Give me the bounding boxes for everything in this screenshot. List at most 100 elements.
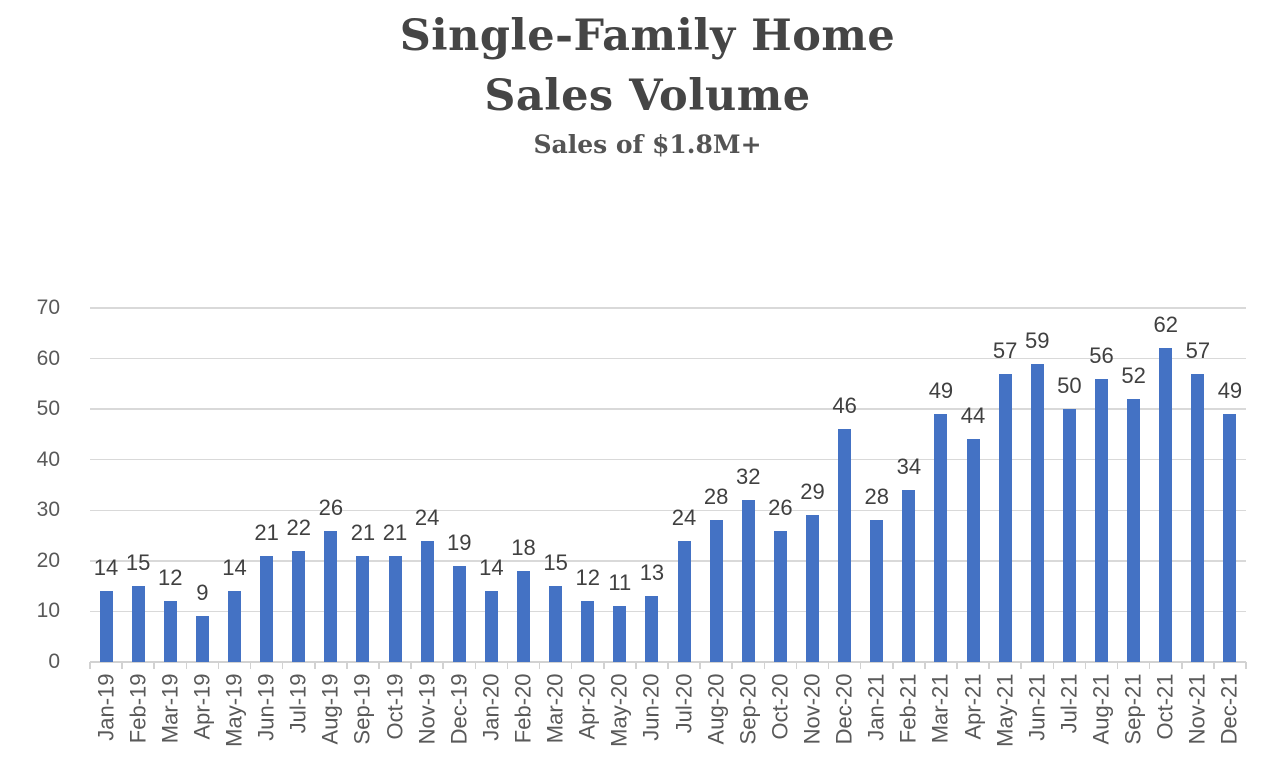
x-axis-tickmark — [924, 662, 926, 669]
gridline — [90, 610, 1246, 613]
bar-value-label: 49 — [1217, 378, 1243, 404]
x-axis-tickmark — [249, 662, 252, 669]
bar — [163, 601, 177, 662]
x-axis-category-label: Sep-21 — [1120, 673, 1146, 745]
y-axis-tick-label: 50 — [36, 397, 60, 421]
x-axis-tickmark — [121, 662, 123, 669]
x-axis-category-label: Jun-20 — [638, 673, 664, 741]
bar-value-label: 26 — [768, 494, 793, 520]
x-axis-tickmark — [442, 662, 444, 669]
gridline — [90, 357, 1246, 360]
x-axis-tickmark — [538, 662, 541, 669]
bar-value-label: 14 — [479, 555, 504, 581]
bar-value-label: 15 — [125, 550, 151, 576]
x-axis-category-label: Feb-20 — [510, 673, 536, 744]
chart-title-line2: Sales Volume — [484, 71, 811, 121]
x-axis-category-label: Jan-20 — [478, 673, 504, 741]
x-axis-tickmark — [988, 662, 990, 669]
x-axis-tickmark — [1020, 662, 1022, 669]
bar — [1030, 363, 1044, 662]
x-axis-tickmark — [1181, 662, 1183, 669]
bar-value-label: 57 — [992, 337, 1018, 363]
x-axis-category-label: Mar-19 — [157, 673, 183, 744]
bar — [388, 555, 402, 662]
bar — [1095, 378, 1108, 662]
bar — [870, 520, 884, 662]
bar — [356, 555, 370, 662]
bar — [1223, 414, 1237, 662]
y-axis-tick-label: 20 — [36, 548, 60, 572]
x-axis-tickmark — [346, 662, 348, 669]
bar-value-label: 28 — [864, 484, 889, 510]
bar-value-label: 28 — [703, 484, 729, 510]
y-axis-tick-label: 60 — [36, 346, 60, 370]
bar — [645, 596, 659, 662]
x-axis-tickmark — [570, 662, 573, 669]
x-axis-category-label: Nov-21 — [1184, 673, 1210, 745]
x-axis-category-label: Oct-21 — [1152, 673, 1178, 740]
gridline — [90, 509, 1246, 512]
bar — [838, 429, 852, 662]
bar-value-label: 26 — [318, 494, 344, 520]
bar-value-label: 22 — [286, 514, 311, 540]
x-axis-category-label: Sep-20 — [735, 673, 761, 745]
chart-title-block: Single-Family Home Sales Volume Sales of… — [30, 6, 1265, 162]
x-axis-category-label: Dec-20 — [831, 673, 857, 745]
x-axis-category-label: Jan-19 — [93, 673, 119, 741]
x-axis-tickmark — [185, 662, 188, 669]
bar — [934, 414, 948, 662]
x-axis-tickmark — [281, 662, 284, 669]
x-axis-tickmark — [667, 662, 669, 669]
bar-value-label: 34 — [896, 454, 922, 480]
bar — [998, 373, 1012, 662]
bar-value-label: 52 — [1121, 363, 1146, 389]
y-axis-tick-label: 70 — [36, 296, 60, 319]
bar — [741, 500, 755, 662]
x-axis-tickmark — [827, 662, 830, 669]
y-axis-tick-label: 0 — [48, 650, 60, 673]
x-axis-tickmark — [603, 662, 605, 669]
bar-value-label: 50 — [1057, 373, 1082, 399]
chart-title-line1: Single-Family Home — [399, 11, 896, 61]
bar-value-label: 57 — [1185, 337, 1211, 363]
x-axis-category-label: Feb-21 — [895, 673, 921, 744]
bar — [1191, 373, 1205, 662]
bar — [324, 530, 338, 662]
bar-value-label: 29 — [800, 479, 825, 505]
bar-value-label: 21 — [382, 519, 408, 545]
x-axis-tickmark — [795, 662, 798, 669]
x-axis-tickmark — [1213, 662, 1215, 669]
x-axis-tickmark — [1148, 662, 1151, 669]
x-axis-tickmark — [763, 662, 766, 669]
x-axis-tickmark — [892, 662, 894, 669]
x-axis-category-label: Apr-21 — [960, 673, 986, 740]
bar-value-label: 46 — [832, 393, 857, 419]
bar-value-label: 14 — [222, 555, 247, 581]
x-axis-tickmark — [1052, 662, 1055, 669]
x-axis-category-label: Mar-20 — [542, 673, 568, 744]
bar — [613, 606, 627, 662]
x-axis-category-label: Oct-20 — [767, 673, 793, 740]
bar-value-label: 19 — [447, 529, 472, 555]
bar — [292, 550, 306, 662]
x-axis-tickmark — [956, 662, 958, 669]
x-axis-category-label: Jul-20 — [671, 673, 697, 734]
bar — [549, 586, 563, 662]
bar — [806, 515, 819, 662]
bar — [452, 565, 466, 662]
x-axis-tickmark — [410, 662, 412, 669]
bar — [420, 540, 434, 662]
bar — [1127, 399, 1141, 662]
x-axis-category-label: Jul-19 — [285, 673, 311, 734]
x-axis-tickmark — [474, 662, 477, 669]
bar — [260, 555, 274, 662]
x-axis-tickmark — [731, 662, 733, 669]
x-axis-category-label: Jun-21 — [1024, 673, 1050, 741]
bar-value-label: 21 — [254, 519, 279, 545]
bar-value-label: 13 — [639, 560, 665, 586]
x-axis-tickmark — [153, 662, 155, 669]
x-axis-tickmark — [378, 662, 380, 669]
x-axis-category-label: Sep-19 — [349, 673, 375, 745]
y-axis-tick-label: 30 — [36, 498, 60, 522]
